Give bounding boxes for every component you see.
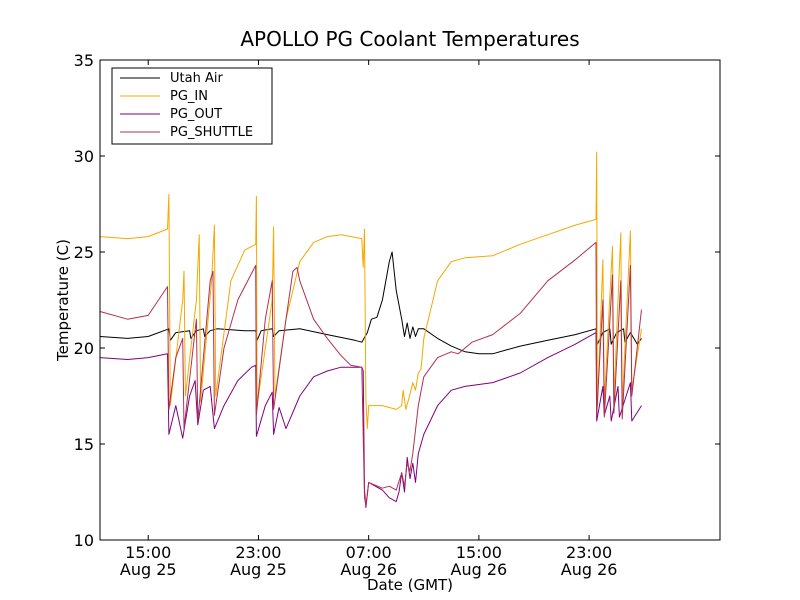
- y-tick-label: 10: [74, 531, 94, 550]
- plot-frame: [99, 59, 721, 541]
- legend-label: Utah Air: [170, 71, 223, 86]
- x-axis-label: Date (GMT): [367, 576, 453, 594]
- x-tick-label-date: Aug 25: [230, 560, 287, 579]
- legend-label: PG_SHUTTLE: [170, 125, 253, 140]
- y-tick-label: 20: [74, 339, 94, 358]
- x-tick-label-date: Aug 26: [561, 560, 618, 579]
- x-tick-label-time: 15:00: [125, 543, 171, 562]
- y-axis-label: Temperature (C): [54, 239, 72, 362]
- x-tick-label-date: Aug 25: [120, 560, 177, 579]
- y-axis: 10 15 20 25 30 35: [74, 51, 720, 550]
- series-line-pg-in: [99, 151, 642, 430]
- x-tick-label-date: Aug 26: [340, 560, 397, 579]
- series-line-pg-shuttle: [99, 241, 642, 506]
- y-tick-label: 35: [74, 51, 94, 70]
- x-tick-label-time: 23:00: [566, 543, 612, 562]
- x-tick-label-time: 15:00: [456, 543, 502, 562]
- legend-box: [111, 67, 273, 145]
- x-tick-label-date: Aug 26: [451, 560, 508, 579]
- y-tick-label: 30: [74, 147, 94, 166]
- chart-title: APOLLO PG Coolant Temperatures: [240, 27, 579, 51]
- y-tick-label: 25: [74, 243, 94, 262]
- legend-label: PG_OUT: [170, 107, 222, 122]
- y-tick-label: 15: [74, 435, 94, 454]
- x-tick-label-time: 23:00: [235, 543, 281, 562]
- legend: Utah Air PG_IN PG_OUT PG_SHUTTLE: [111, 67, 273, 145]
- x-tick-label-time: 07:00: [346, 543, 392, 562]
- plot-lines: [99, 151, 642, 508]
- legend-label: PG_IN: [170, 89, 208, 104]
